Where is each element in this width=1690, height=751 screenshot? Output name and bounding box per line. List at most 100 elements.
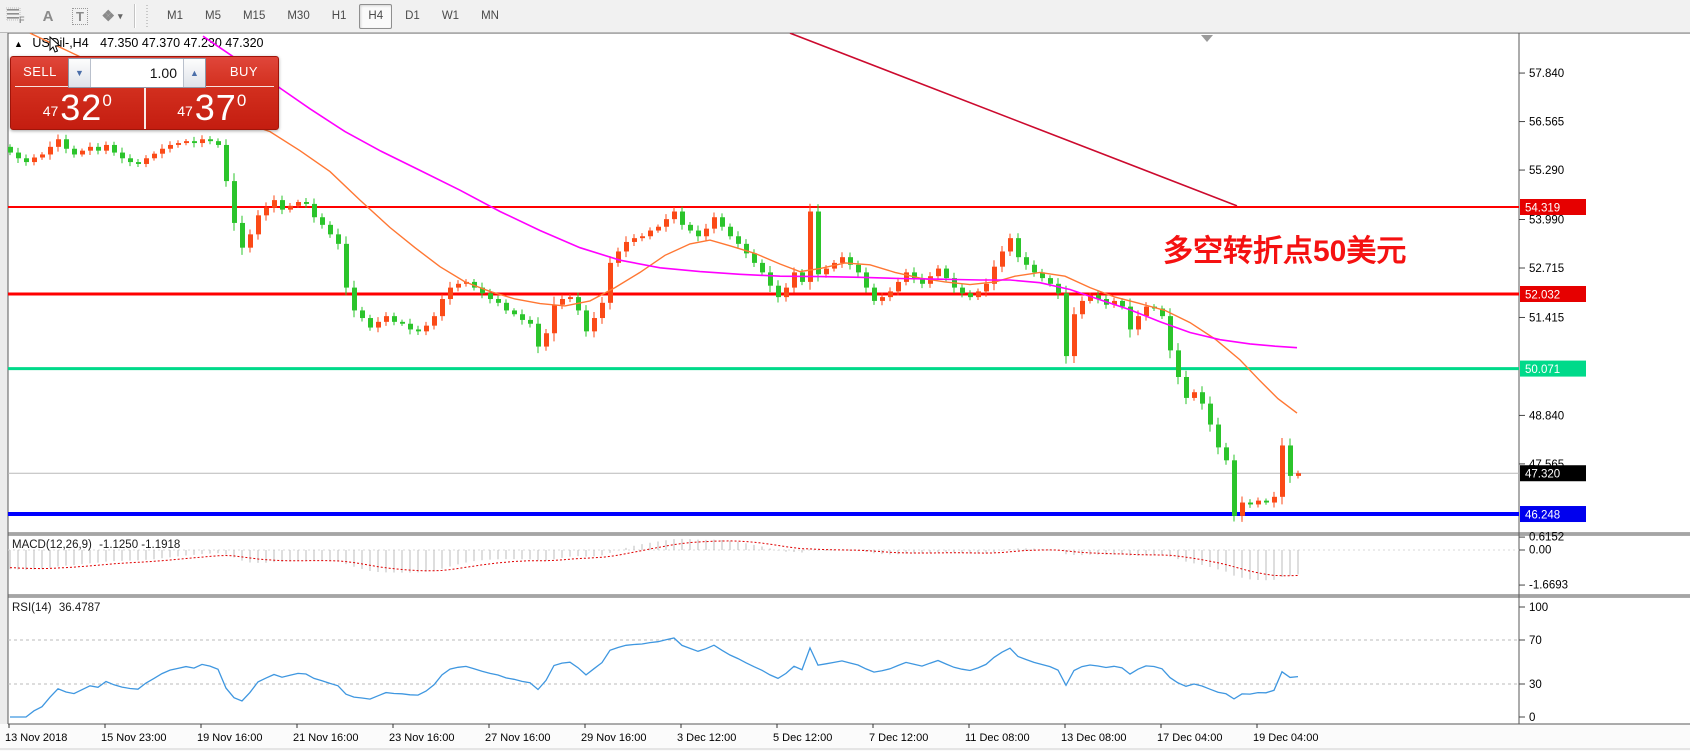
candle-body	[608, 262, 613, 303]
candle-body	[736, 236, 741, 244]
candle-body	[1176, 350, 1181, 377]
candle-body	[520, 314, 525, 320]
volume-input[interactable]	[91, 59, 183, 87]
candle-body	[328, 224, 333, 235]
rsi-axis-label: 100	[1529, 602, 1548, 614]
volume-increase-button[interactable]: ▲	[183, 59, 205, 87]
timeframe-button-h4[interactable]: H4	[359, 3, 393, 29]
candle-body	[840, 257, 845, 263]
candle-body	[400, 321, 405, 324]
candle-body	[304, 202, 309, 204]
candle-body	[616, 251, 621, 263]
candle-body	[896, 281, 901, 292]
price-axis-label: 52.715	[1529, 263, 1564, 275]
candle-body	[264, 207, 269, 216]
textbox-icon[interactable]: T	[66, 2, 94, 30]
timeframe-button-h1[interactable]: H1	[331, 10, 347, 22]
candle-body	[600, 302, 605, 319]
candle-body	[160, 148, 165, 154]
candle-body	[288, 205, 293, 210]
candle-body	[16, 152, 21, 159]
candle-body	[1240, 502, 1245, 516]
candle-body	[1192, 392, 1197, 398]
candle-body	[48, 146, 53, 155]
buy-price-button[interactable]: 47 37 0	[144, 87, 279, 129]
candle-body	[1184, 376, 1189, 398]
candle-body	[176, 143, 181, 145]
candle-body	[656, 226, 661, 231]
candle-body	[248, 234, 253, 248]
macd-axis-label: 0.6152	[1529, 532, 1564, 544]
objects-icon[interactable]: ❖ ▾	[98, 2, 126, 30]
candle-body	[496, 299, 501, 303]
macd-panel-bg	[8, 535, 1690, 595]
candle-body	[760, 262, 765, 273]
candle-body	[416, 329, 421, 332]
timeframe-button-m30[interactable]: M30	[287, 10, 310, 22]
candle-body	[120, 152, 125, 159]
sell-button[interactable]: SELL	[23, 63, 57, 79]
timeframe-button-m1[interactable]: M1	[167, 10, 183, 22]
candle-body	[704, 228, 709, 237]
candle-body	[1048, 278, 1053, 284]
indicator-list-icon[interactable]: F	[2, 2, 30, 30]
candle-body	[376, 321, 381, 328]
timeframe-button-m5[interactable]: M5	[204, 10, 221, 22]
candle-body	[960, 287, 965, 294]
volume-decrease-button[interactable]: ▼	[69, 59, 91, 87]
candle-body	[256, 215, 261, 235]
candle-body	[592, 318, 597, 332]
candle-body	[680, 211, 685, 225]
candle-body	[344, 243, 349, 288]
current-price-badge-label: 47.320	[1525, 469, 1560, 481]
candle-body	[384, 316, 389, 322]
candle-body	[392, 316, 397, 322]
candle-body	[768, 272, 773, 286]
indicator-grid-icon: F	[6, 7, 25, 25]
toolbar-grip[interactable]	[145, 5, 152, 27]
candle-body	[1032, 264, 1037, 273]
text-label-icon[interactable]: A	[42, 7, 54, 25]
timeframe-group: M1 M5 M15 M30 H1 H4 D1 W1 MN	[156, 3, 510, 29]
candle-body	[720, 217, 725, 227]
candle-body	[512, 310, 517, 315]
candle-body	[96, 146, 101, 151]
buy-button[interactable]: BUY	[229, 63, 259, 79]
sell-price-button[interactable]: 47 32 0	[11, 87, 145, 129]
timeframe-button-mn[interactable]: MN	[481, 10, 499, 22]
candle-body	[240, 222, 245, 248]
candle-body	[1200, 392, 1205, 404]
mouse-cursor	[49, 35, 61, 53]
main-chart-bg	[8, 33, 1690, 533]
toolbar: F A T ❖ ▾ M1 M5 M15 M30 H1 H4 D1 W1 MN	[0, 0, 1690, 33]
level-46.248-badge	[1520, 506, 1586, 523]
sell-price-big: 32	[60, 87, 103, 128]
candle-body	[320, 217, 325, 225]
date-axis-label: 11 Dec 08:00	[965, 732, 1030, 744]
ohlc-values: 47.350 47.370 47.230 47.320	[100, 36, 263, 50]
candle-body	[1128, 306, 1133, 330]
timeframe-button-d1[interactable]: D1	[405, 10, 420, 22]
date-axis-label: 13 Dec 08:00	[1061, 732, 1126, 744]
date-axis-label: 5 Dec 12:00	[773, 732, 832, 744]
candle-body	[1144, 306, 1149, 317]
dropdown-caret-icon: ▾	[117, 10, 123, 21]
sell-price-sup: 0	[102, 91, 112, 110]
timeframe-button-m15[interactable]: M15	[242, 10, 266, 22]
price-axis-label: 51.415	[1529, 312, 1564, 324]
macd-axis-label: -1.6693	[1529, 580, 1568, 592]
candle-body	[136, 162, 141, 164]
timeframe-button-w1[interactable]: W1	[441, 10, 460, 22]
toolbar-separator	[134, 4, 135, 28]
level-52.032-badge	[1520, 285, 1586, 302]
expand-arrow-icon: ▲	[14, 39, 23, 49]
candle-body	[920, 278, 925, 284]
date-axis-label: 7 Dec 12:00	[869, 732, 928, 744]
date-axis-label: 15 Nov 23:00	[101, 732, 166, 744]
macd-axis-label: 0.00	[1529, 545, 1551, 557]
candle-body	[888, 291, 893, 298]
candle-body	[664, 219, 669, 227]
candle-body	[1056, 283, 1061, 294]
candle-body	[1112, 300, 1117, 305]
